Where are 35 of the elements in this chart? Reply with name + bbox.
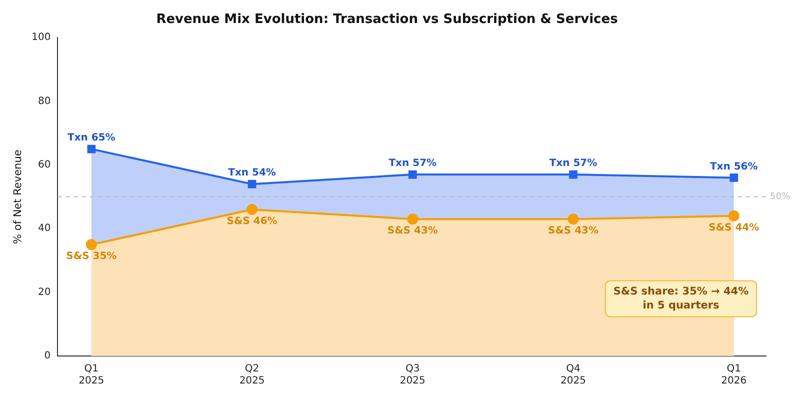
data-label: S&S 46% [226,216,278,228]
x-tick-label: Q4 2025 [560,364,586,387]
x-tick-label: Q1 2025 [78,364,104,387]
ref-line-label: 50% [770,192,790,202]
data-label: S&S 44% [708,222,760,234]
data-label: S&S 43% [548,226,599,237]
y-tick-label: 100 [32,32,51,44]
data-label: Txn 65% [68,132,116,144]
point [730,174,738,182]
y-tick-label: 80 [38,96,51,107]
data-label: Txn 56% [710,161,758,172]
y-tick-label: 60 [38,160,51,171]
x-tick-label: Q1 2026 [721,364,747,387]
x-tick-label: Q3 2025 [400,364,426,387]
point [407,214,418,225]
y-tick-label: 20 [38,286,51,298]
y-tick-label: 40 [38,223,51,234]
point [87,144,96,154]
point [86,239,97,250]
point [728,210,740,222]
point [408,170,417,179]
annotation: S&S share: 35% → 44% in 5 quarters [613,285,750,312]
data-label: S&S 35% [66,251,117,262]
point [246,204,258,216]
data-label: Txn 57% [388,158,437,170]
data-label: S&S 43% [387,226,438,237]
y-axis-title: % of Net Revenue [12,150,24,244]
data-label: Txn 54% [228,168,276,179]
point [568,214,579,225]
x-tick-label: Q2 2025 [239,364,265,387]
y-tick-label: 0 [44,350,51,362]
chart-title: Revenue Mix Evolution: Transaction vs Subscription & Services [156,12,618,28]
point [569,170,578,179]
point [248,180,256,188]
data-label: Txn 57% [549,158,598,170]
